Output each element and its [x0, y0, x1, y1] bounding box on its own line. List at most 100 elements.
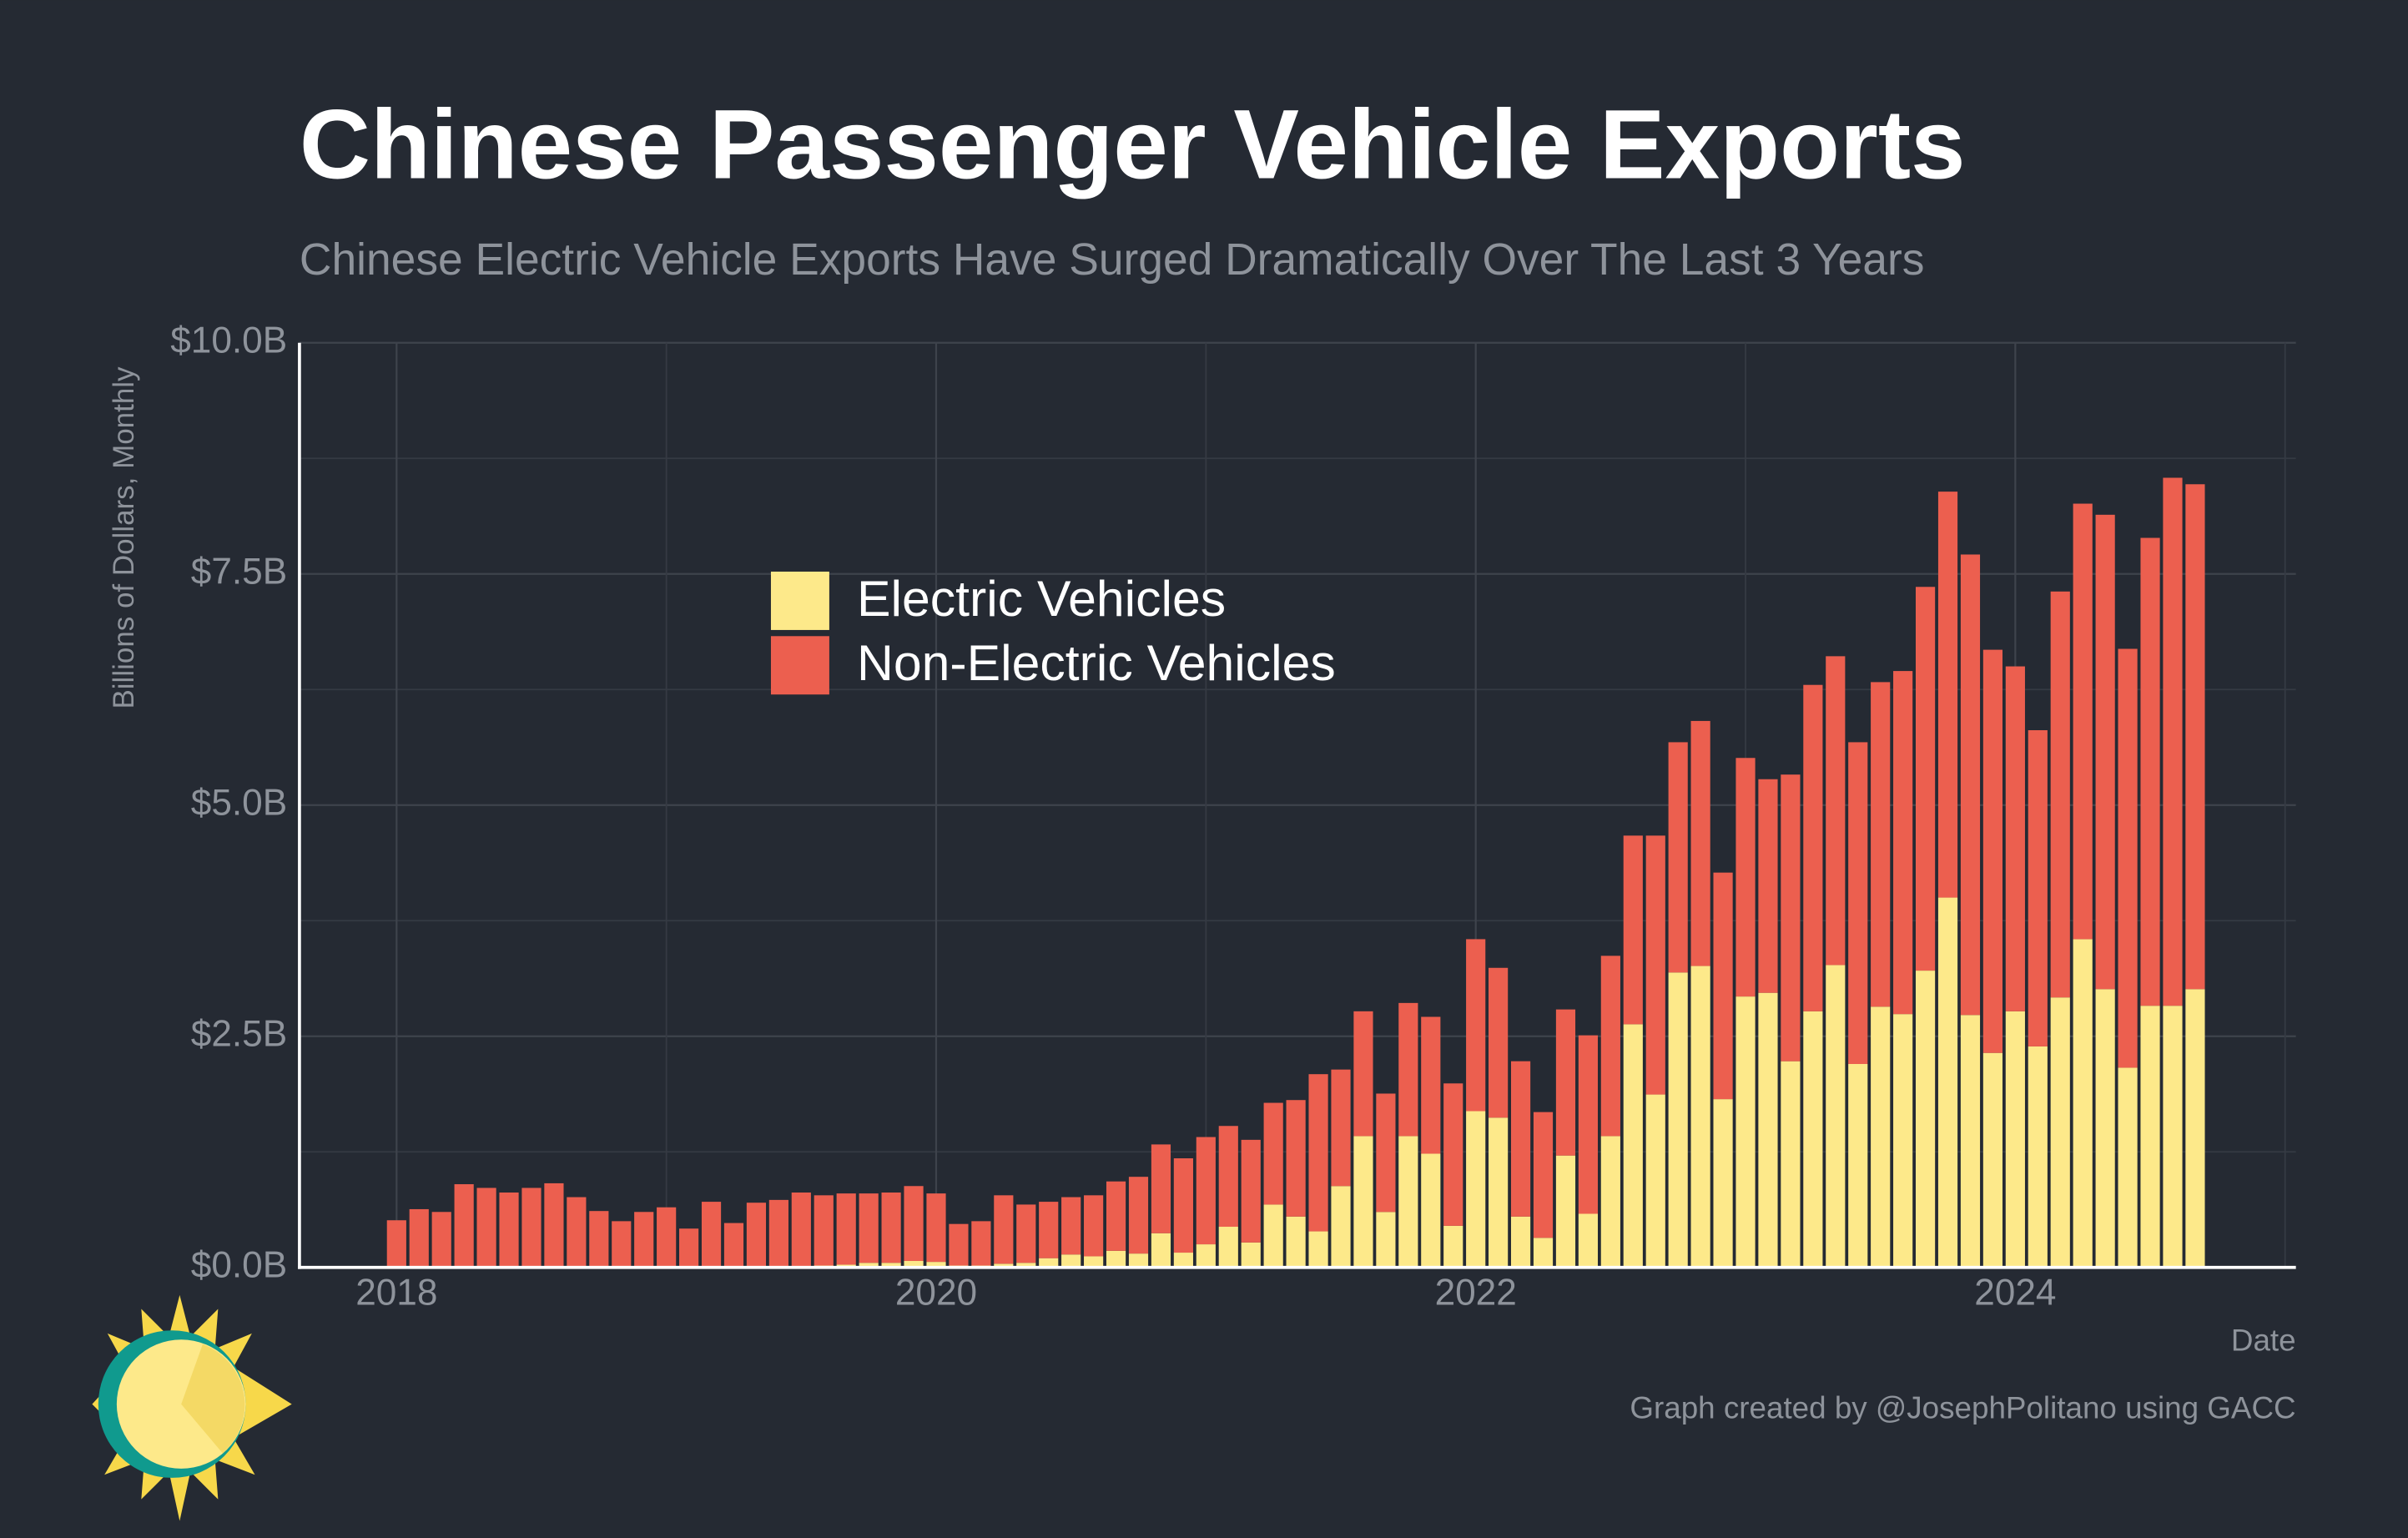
bar-segment — [1645, 835, 1665, 1095]
bar-segment — [746, 1203, 767, 1268]
bar-segment — [1735, 996, 1756, 1268]
bar-segment — [1555, 1155, 1576, 1268]
bar-segment — [1893, 1014, 1913, 1268]
bar-segment — [1960, 554, 1981, 1016]
bar-segment — [1308, 1074, 1328, 1232]
grid — [299, 341, 2296, 1268]
bar-segment — [1286, 1100, 1306, 1217]
bar-segment — [2185, 484, 2205, 990]
bar-segment — [1443, 1083, 1463, 1226]
bar-segment — [2118, 648, 2138, 1068]
credit: Graph created by @JosephPolitano using G… — [1630, 1391, 2295, 1425]
bar-segment — [1308, 1231, 1328, 1268]
logo — [92, 1294, 292, 1521]
x-tick-label: 2022 — [1435, 1273, 1517, 1314]
bar-segment — [1151, 1144, 1171, 1233]
bar-segment — [1668, 742, 1688, 973]
bar-segment — [904, 1186, 924, 1262]
bar-segment — [723, 1223, 744, 1268]
y-tick-label: $0.0B — [191, 1244, 287, 1285]
bar-segment — [386, 1220, 406, 1268]
y-tick-label: $7.5B — [191, 551, 287, 592]
bar-segment — [2073, 939, 2093, 1268]
legend-swatch — [770, 636, 829, 695]
bar-segment — [1826, 965, 1846, 1268]
legend-label: Electric Vehicles — [857, 570, 1226, 627]
bar-segment — [2095, 989, 2115, 1268]
bar-segment — [1039, 1202, 1059, 1258]
chart-subtitle: Chinese Electric Vehicle Exports Have Su… — [300, 235, 1925, 285]
bars — [386, 477, 2205, 1268]
bar-segment — [1218, 1227, 1238, 1268]
logo-shade — [181, 1344, 245, 1454]
legend-swatch — [770, 571, 829, 630]
bar-segment — [1803, 684, 1823, 1011]
bar-segment — [1151, 1233, 1171, 1268]
bar-segment — [949, 1223, 969, 1266]
bar-segment — [409, 1208, 429, 1268]
bar-segment — [1781, 1061, 1801, 1268]
bar-segment — [1645, 1094, 1665, 1268]
bar-segment — [971, 1221, 991, 1266]
bar-segment — [994, 1263, 1014, 1268]
bar-segment — [1263, 1102, 1283, 1205]
bar-segment — [1600, 1136, 1620, 1268]
bar-segment — [1331, 1186, 1351, 1268]
bar-segment — [1218, 1126, 1238, 1228]
bar-segment — [1489, 1117, 1509, 1268]
bar-segment — [1578, 1035, 1598, 1214]
bar-segment — [1241, 1242, 1261, 1268]
bar-segment — [881, 1193, 901, 1263]
bar-segment — [1084, 1195, 1104, 1257]
bar-segment — [1600, 956, 1620, 1137]
bar-segment — [1893, 671, 1913, 1015]
axes — [298, 342, 2296, 1269]
bar-segment — [1263, 1204, 1283, 1268]
bar-segment — [1623, 835, 1643, 1025]
x-tick-label: 2024 — [1974, 1273, 2056, 1314]
bar-segment — [1016, 1204, 1036, 1263]
bar-segment — [1826, 656, 1846, 966]
bar-segment — [1713, 872, 1733, 1100]
bar-segment — [859, 1263, 879, 1268]
x-axis-label: Date — [2231, 1324, 2296, 1358]
bar-segment — [1803, 1011, 1823, 1268]
y-tick-label: $5.0B — [191, 782, 287, 823]
bar-segment — [1960, 1015, 1981, 1268]
bar-segment — [431, 1212, 451, 1268]
legend: Electric Vehicles Non-Electric Vehicles — [770, 570, 1336, 695]
bar-segment — [612, 1221, 632, 1268]
bar-segment — [1331, 1069, 1351, 1187]
x-tick-label: 2018 — [355, 1273, 437, 1314]
bar-segment — [2140, 537, 2160, 1006]
bar-segment — [2073, 503, 2093, 940]
bar-segment — [1061, 1254, 1081, 1268]
bar-segment — [1353, 1011, 1373, 1137]
bar-segment — [657, 1207, 677, 1268]
bar-segment — [1510, 1216, 1531, 1268]
bar-segment — [1084, 1256, 1104, 1268]
bar-segment — [768, 1199, 788, 1268]
bar-segment — [1533, 1238, 1554, 1268]
bar-segment — [1555, 1009, 1576, 1156]
bar-segment — [1466, 1111, 1486, 1268]
bar-segment — [567, 1197, 587, 1268]
bar-segment — [1196, 1244, 1216, 1268]
bar-segment — [2118, 1067, 2138, 1268]
bar-segment — [1443, 1225, 1463, 1268]
bar-segment — [2005, 1011, 2025, 1268]
bar-segment — [1982, 649, 2003, 1053]
bar-segment — [2140, 1006, 2160, 1268]
bar-segment — [1376, 1212, 1396, 1268]
bar-segment — [1871, 1006, 1891, 1268]
bar-segment — [1173, 1158, 1193, 1253]
bar-segment — [499, 1193, 519, 1268]
bar-segment — [881, 1263, 901, 1268]
y-tick-label: $2.5B — [191, 1013, 287, 1054]
y-tick-label: $10.0B — [170, 320, 287, 361]
bar-segment — [1353, 1136, 1373, 1268]
bar-segment — [2028, 1046, 2048, 1268]
bar-segment — [1286, 1216, 1306, 1268]
